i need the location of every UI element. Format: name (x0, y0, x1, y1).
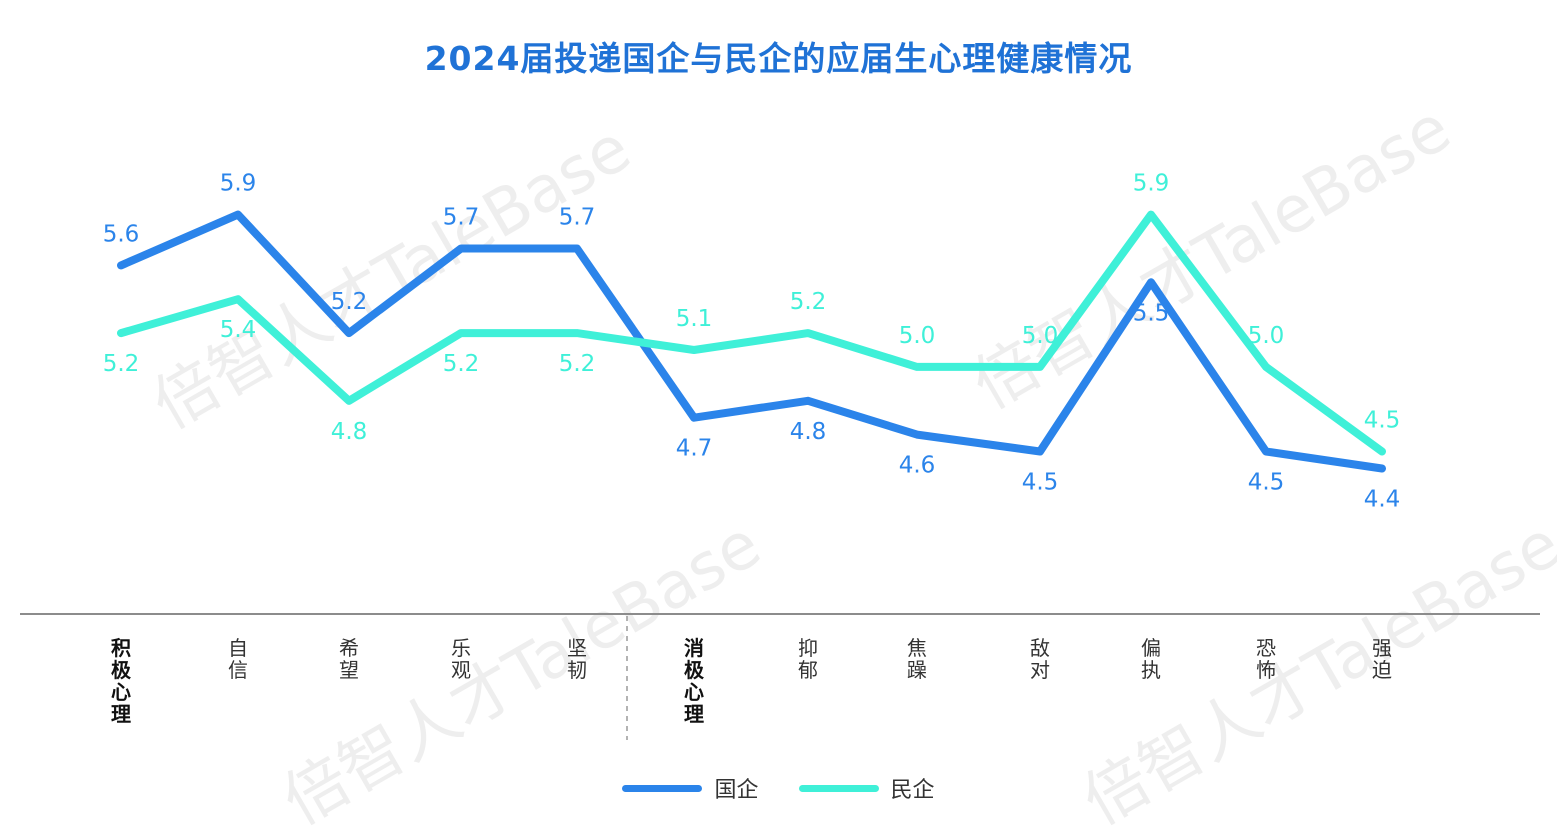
data-label-0-11: 4.4 (1364, 487, 1401, 513)
legend-swatch-minqi (798, 784, 879, 792)
data-label-1-4: 5.2 (559, 351, 596, 377)
legend-label-minqi: 民企 (890, 778, 935, 803)
data-label-0-4: 5.7 (559, 205, 596, 231)
data-label-1-10: 5.0 (1248, 323, 1285, 349)
category-label-5: 消极心理 (684, 636, 705, 726)
data-label-0-10: 4.5 (1248, 470, 1285, 496)
data-label-0-2: 5.2 (331, 289, 368, 315)
data-label-0-9: 5.5 (1133, 300, 1170, 326)
category-label-9: 偏执 (1141, 636, 1161, 682)
data-label-1-6: 5.2 (790, 289, 827, 315)
data-label-0-5: 4.7 (676, 436, 713, 462)
legend-swatch-guoqi (622, 784, 703, 792)
category-label-8: 敌对 (1030, 636, 1050, 682)
legend-item-minqi: 民企 (798, 772, 935, 804)
data-label-0-6: 4.8 (790, 419, 827, 445)
legend-item-guoqi: 国企 (622, 772, 759, 804)
data-label-0-7: 4.6 (899, 453, 936, 479)
data-label-0-0: 5.6 (103, 221, 140, 247)
data-labels-layer: 5.6 5.9 5.2 5.7 5.7 4.7 4.8 4.6 4.5 5.5 4.5 4.4 5.2 5… (103, 171, 1401, 513)
data-label-1-0: 5.2 (103, 351, 140, 377)
data-label-1-3: 5.2 (443, 351, 480, 377)
data-label-0-8: 4.5 (1022, 470, 1059, 496)
data-label-1-7: 5.0 (899, 323, 936, 349)
category-label-10: 恐怖 (1256, 636, 1276, 682)
series-line-1 (117, 210, 1386, 456)
category-label-0: 积极心理 (111, 636, 132, 726)
data-label-1-11: 4.5 (1364, 408, 1401, 434)
legend: 国企 民企 (0, 772, 1557, 804)
data-label-1-5: 5.1 (676, 306, 713, 332)
data-label-0-1: 5.9 (220, 171, 257, 197)
category-label-3: 乐观 (451, 636, 471, 682)
category-label-11: 强迫 (1372, 636, 1392, 682)
category-label-6: 抑郁 (798, 636, 818, 682)
category-label-2: 希望 (339, 636, 359, 682)
watermark: 倍智人才TaleBase (141, 111, 643, 443)
data-label-0-3: 5.7 (443, 205, 480, 231)
data-label-1-1: 5.4 (220, 317, 257, 343)
category-label-7: 焦躁 (907, 636, 927, 682)
legend-label-guoqi: 国企 (714, 778, 759, 803)
data-label-1-9: 5.9 (1133, 171, 1170, 197)
category-label-1: 自信 (228, 636, 248, 682)
data-label-1-8: 5.0 (1022, 323, 1059, 349)
chart-title: 2024届投递国企与民企的应届生心理健康情况 (424, 39, 1133, 78)
category-label-4: 坚韧 (567, 636, 587, 682)
data-label-1-2: 4.8 (331, 419, 368, 445)
series-line-0 (117, 210, 1386, 473)
category-labels-layer: 积极心理 自信 希望 乐观 坚韧 消极心理 抑郁 焦躁 敌对 偏执 恐怖 强迫 (111, 636, 1392, 726)
series-layer (117, 210, 1386, 473)
